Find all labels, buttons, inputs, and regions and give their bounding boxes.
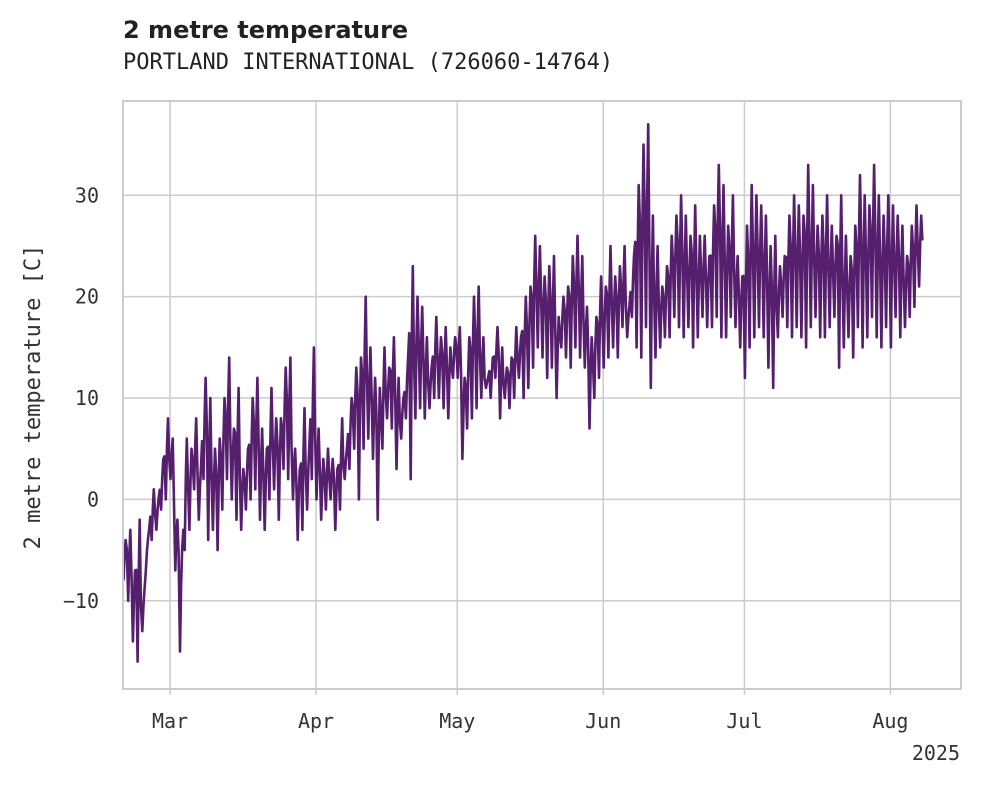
x-tick-label: May [439,709,475,733]
y-tick-label: 0 [87,487,99,511]
temperature-series-line [122,123,924,663]
y-tick-label: 20 [75,285,99,309]
x-tick-label: Jul [726,709,762,733]
y-axis-label: 2 metre temperature [C] [21,245,46,550]
grid-layer [123,101,961,695]
x-tick-label: Aug [872,709,908,733]
x-tick-label: Apr [298,709,334,733]
plot-frame [122,100,962,690]
chart-title: 2 metre temperature [123,16,409,44]
y-tick-label: 10 [75,386,99,410]
series-layer [122,123,924,663]
tick-labels: −10 0 10 20 30 Mar Apr May Jun Jul Aug [63,183,909,733]
plot-border [122,100,962,690]
x-tick-label: Jun [585,709,621,733]
y-tick-label: 30 [75,183,99,207]
x-axis-year-label: 2025 [912,741,960,765]
y-tick-label: −10 [63,589,99,613]
chart-subtitle: PORTLAND INTERNATIONAL (726060-14764) [123,50,614,75]
x-tick-label: Mar [152,709,188,733]
